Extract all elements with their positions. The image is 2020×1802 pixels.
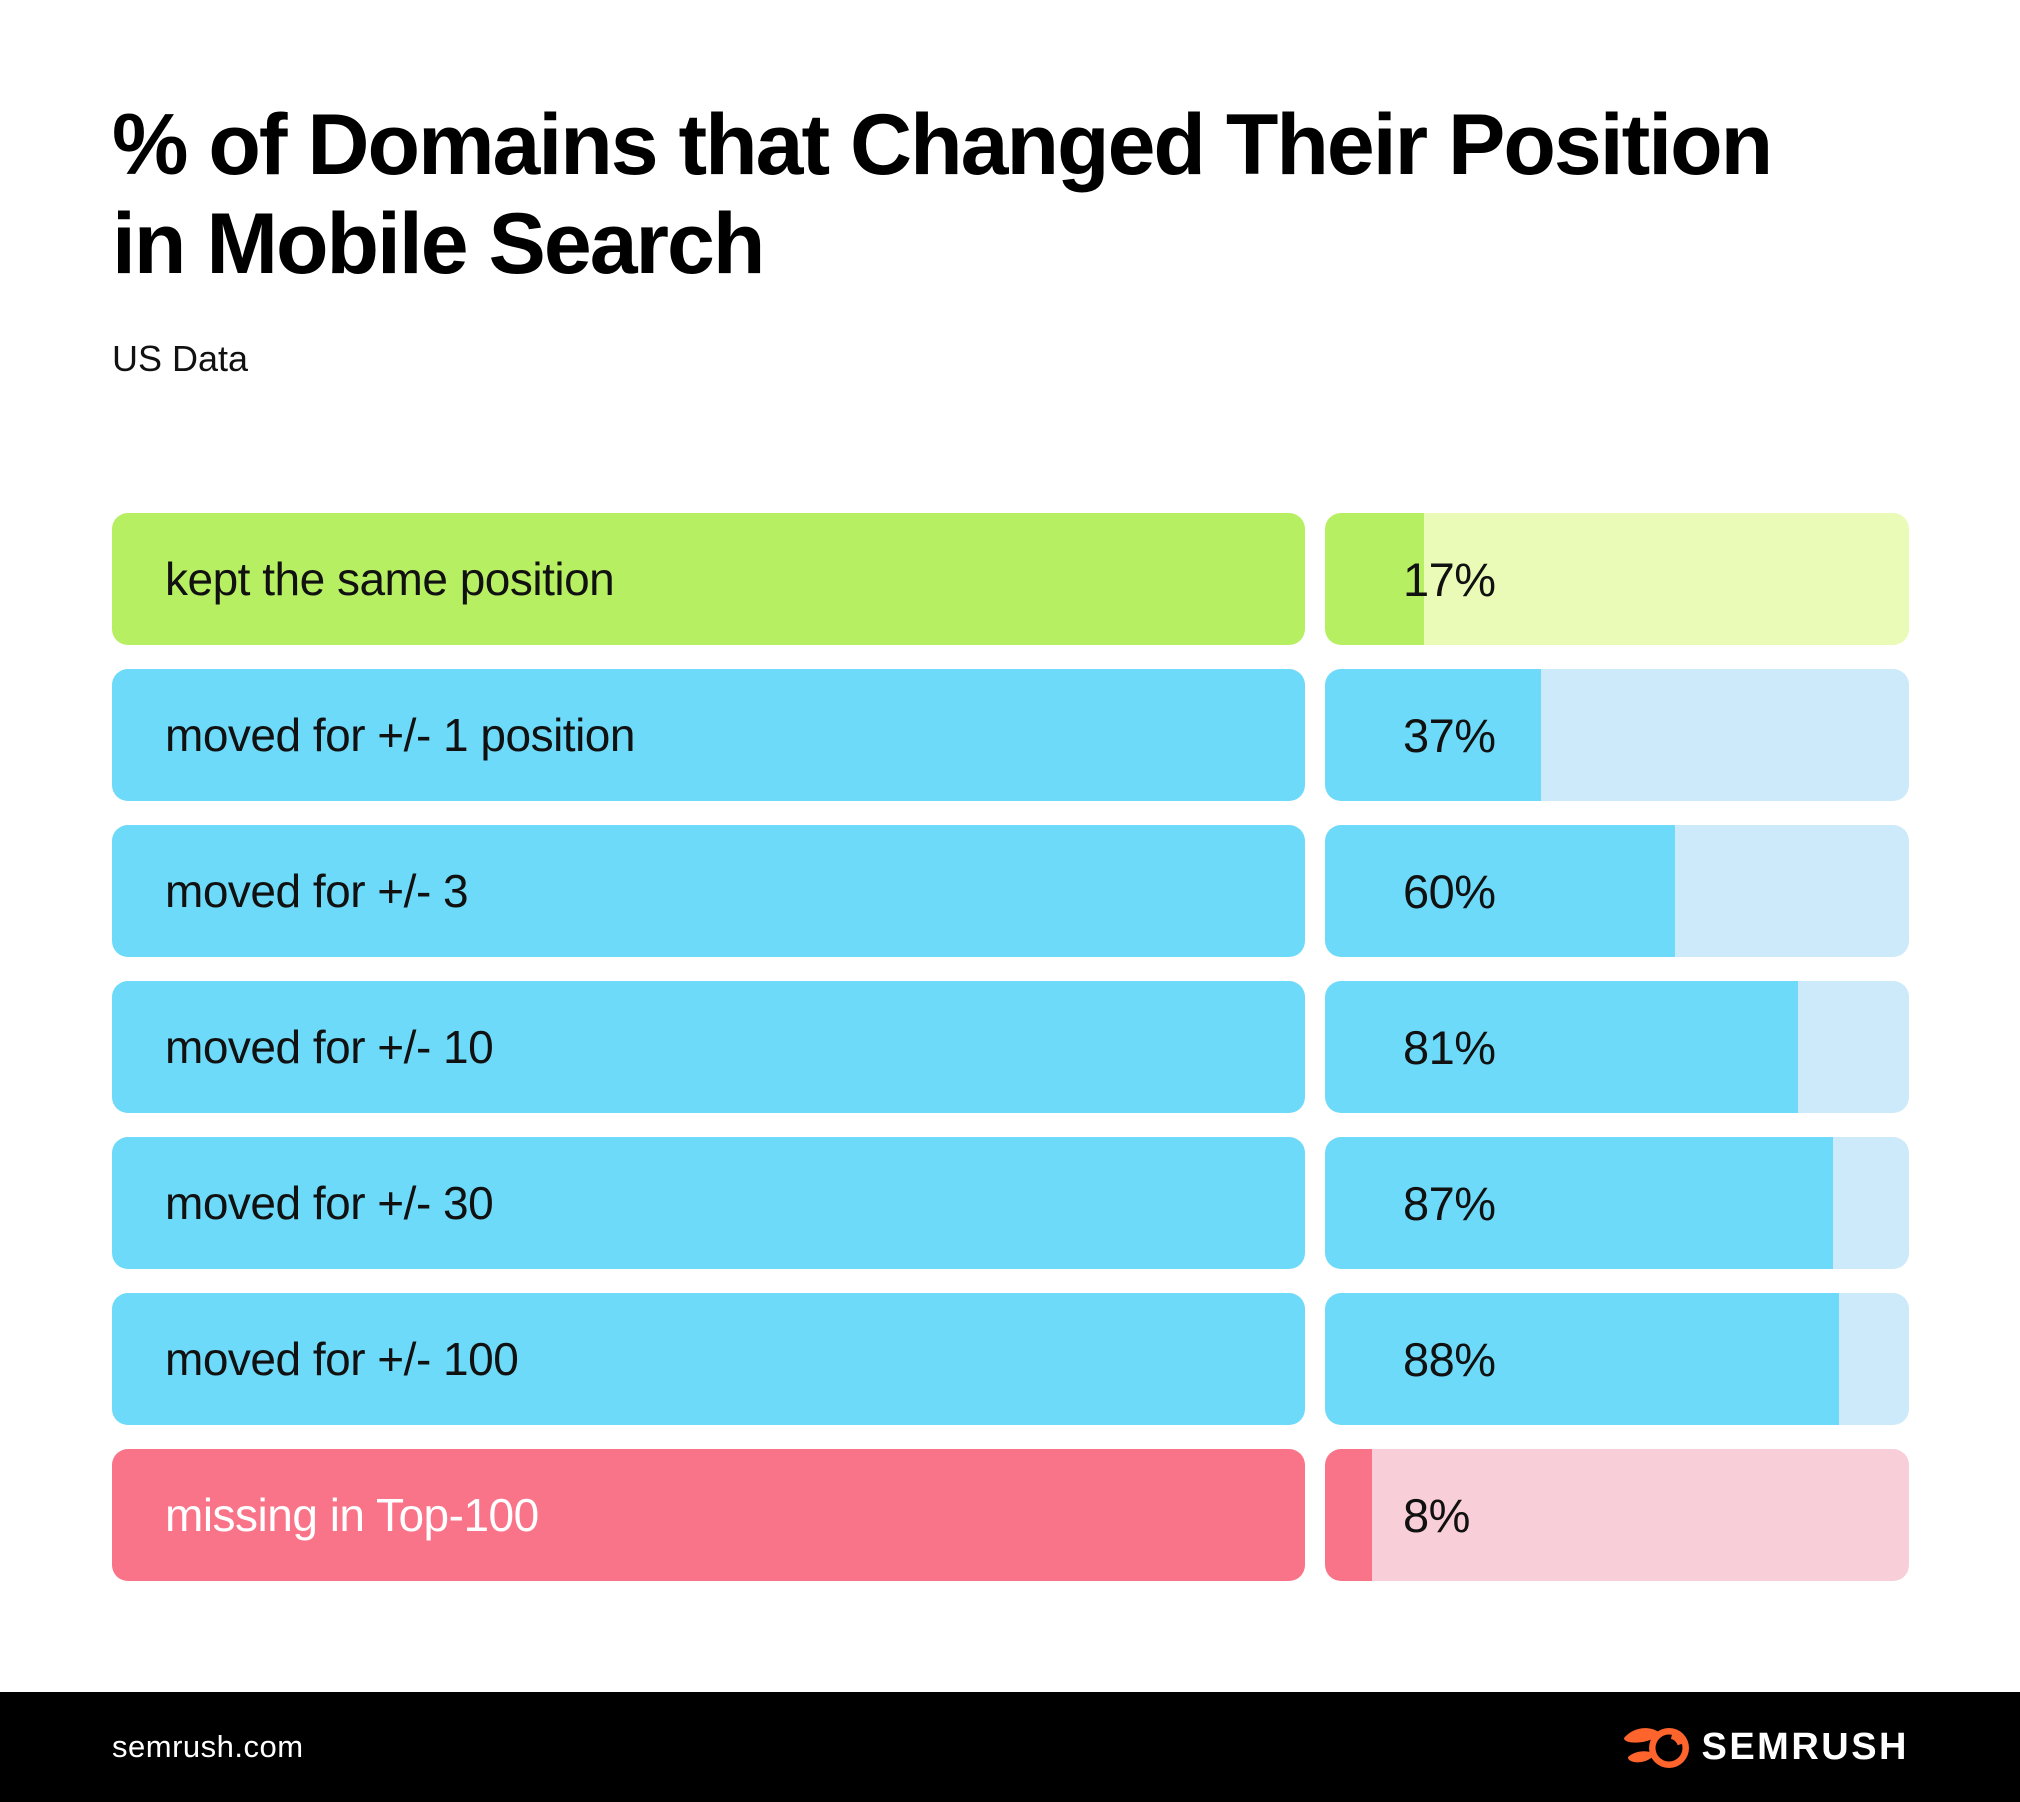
category-label: moved for +/- 30: [165, 1177, 494, 1229]
value-label: 17%: [1403, 552, 1496, 606]
value-bar-fill: [1325, 825, 1676, 957]
value-bar-fill: [1325, 1293, 1839, 1425]
value-bar: 8%: [1325, 1449, 1909, 1581]
chart-row: missing in Top-100 8%: [112, 1449, 1909, 1581]
footer-site-text: semrush.com: [112, 1729, 304, 1764]
chart-row: moved for +/- 1 position 37%: [112, 669, 1909, 801]
brand-wordmark: SEMRUSH: [1701, 1725, 1909, 1768]
chart-row: moved for +/- 10 81%: [112, 981, 1909, 1113]
value-label: 60%: [1403, 864, 1496, 918]
category-label: kept the same position: [165, 553, 615, 605]
category-label: moved for +/- 1 position: [165, 709, 635, 761]
value-label: 81%: [1403, 1020, 1496, 1074]
value-bar: 87%: [1325, 1137, 1909, 1269]
value-bar-fill: [1325, 1137, 1834, 1269]
category-label-bar: missing in Top-100: [112, 1449, 1305, 1581]
value-label: 8%: [1403, 1488, 1470, 1542]
chart-row: moved for +/- 30 87%: [112, 1137, 1909, 1269]
category-label: moved for +/- 3: [165, 865, 469, 917]
value-bar: 37%: [1325, 669, 1909, 801]
category-label-bar: kept the same position: [112, 513, 1305, 645]
category-label: moved for +/- 10: [165, 1021, 494, 1073]
page-title-line-2: in Mobile Search: [112, 196, 765, 292]
chart-row: kept the same position 17%: [112, 513, 1909, 645]
footer: semrush.com SEMRUSH: [0, 1692, 2020, 1802]
chart-row: moved for +/- 100 88%: [112, 1293, 1909, 1425]
value-bar-fill: [1325, 513, 1425, 645]
value-label: 88%: [1403, 1332, 1496, 1386]
semrush-logo: SEMRUSH: [1623, 1722, 1909, 1772]
category-label: missing in Top-100: [165, 1489, 539, 1541]
category-label-bar: moved for +/- 100: [112, 1293, 1305, 1425]
category-label: moved for +/- 100: [165, 1333, 519, 1385]
category-label-bar: moved for +/- 3: [112, 825, 1305, 957]
value-bar: 60%: [1325, 825, 1909, 957]
category-label-bar: moved for +/- 30: [112, 1137, 1305, 1269]
bar-chart: kept the same position 17% moved for +/-…: [112, 513, 1909, 1605]
value-bar: 88%: [1325, 1293, 1909, 1425]
page-title-line-1: % of Domains that Changed Their Position: [112, 97, 1773, 193]
category-label-bar: moved for +/- 10: [112, 981, 1305, 1113]
page-subtitle: US Data: [112, 338, 249, 379]
chart-row: moved for +/- 3 60%: [112, 825, 1909, 957]
value-bar-fill: [1325, 669, 1542, 801]
value-bar: 17%: [1325, 513, 1909, 645]
semrush-flame-icon: [1624, 1728, 1690, 1768]
value-label: 87%: [1403, 1176, 1496, 1230]
value-bar-fill: [1325, 1449, 1372, 1581]
category-label-bar: moved for +/- 1 position: [112, 669, 1305, 801]
value-bar: 81%: [1325, 981, 1909, 1113]
value-label: 37%: [1403, 708, 1496, 762]
page-title: % of Domains that Changed Their Position…: [112, 96, 1773, 294]
value-bar-fill: [1325, 981, 1799, 1113]
